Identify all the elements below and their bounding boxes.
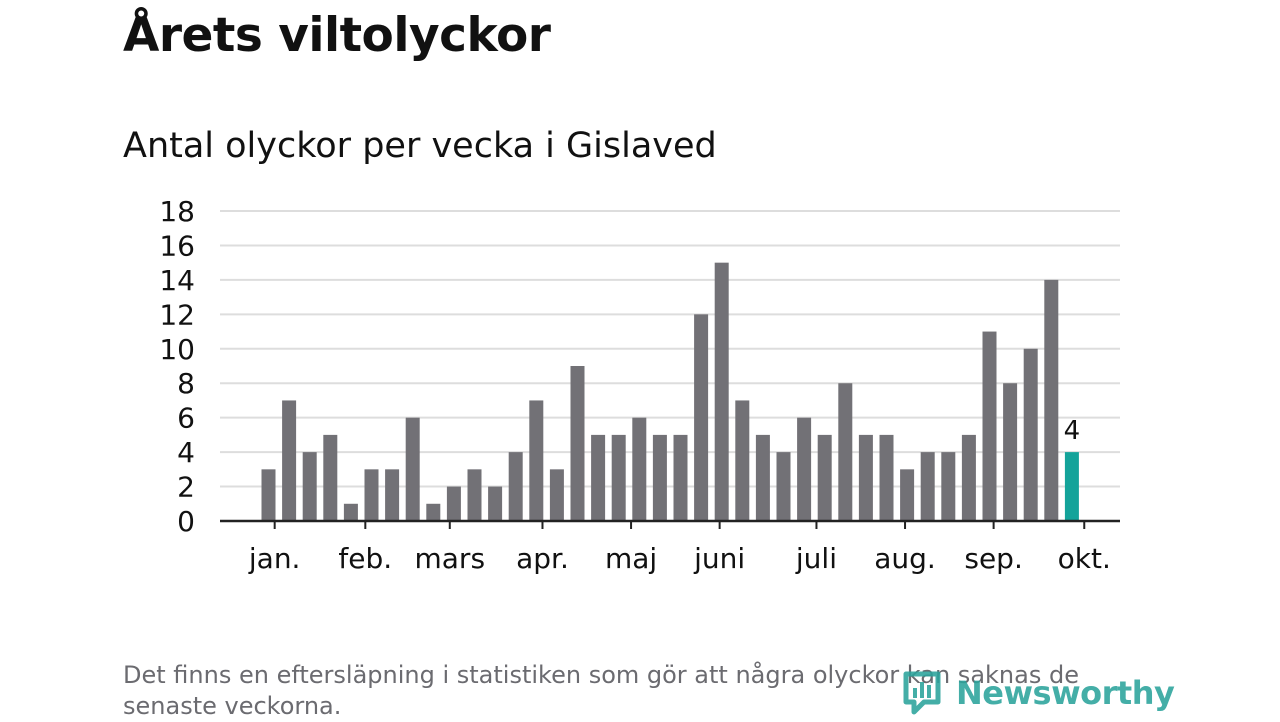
x-tick-label: maj bbox=[605, 542, 657, 575]
bar bbox=[941, 452, 956, 521]
bar bbox=[364, 469, 379, 521]
bar bbox=[879, 434, 894, 521]
bar bbox=[1044, 279, 1059, 521]
bar bbox=[529, 400, 544, 521]
bar bbox=[755, 434, 770, 521]
bar bbox=[261, 469, 276, 521]
bar bbox=[817, 434, 832, 521]
bar bbox=[488, 486, 503, 521]
bar bbox=[673, 434, 688, 521]
bar bbox=[776, 452, 791, 521]
bar bbox=[591, 434, 606, 521]
newsworthy-logo: Newsworthy bbox=[902, 670, 1175, 716]
bar bbox=[570, 366, 585, 521]
x-tick-label: juni bbox=[693, 542, 745, 575]
bar bbox=[323, 434, 338, 521]
chart-title: Årets viltolyckor bbox=[123, 8, 551, 63]
y-tick-label: 2 bbox=[177, 471, 195, 504]
bar bbox=[385, 469, 400, 521]
bar bbox=[858, 434, 873, 521]
bar bbox=[961, 434, 976, 521]
y-tick-label: 12 bbox=[159, 298, 195, 331]
x-tick-label: sep. bbox=[964, 542, 1023, 575]
bar bbox=[920, 452, 935, 521]
bar bbox=[714, 262, 729, 521]
bar bbox=[508, 452, 523, 521]
bar bbox=[446, 486, 461, 521]
x-tick-label: mars bbox=[415, 542, 486, 575]
x-tick-label: jan. bbox=[248, 542, 301, 575]
bar bbox=[426, 503, 441, 521]
bar bbox=[1003, 383, 1018, 521]
bar bbox=[652, 434, 667, 521]
bar bbox=[632, 417, 647, 521]
y-tick-label: 18 bbox=[159, 195, 195, 228]
y-tick-label: 0 bbox=[177, 505, 195, 538]
newsworthy-logo-text: Newsworthy bbox=[956, 674, 1175, 712]
bar bbox=[405, 417, 420, 521]
y-tick-label: 8 bbox=[177, 367, 195, 400]
bar bbox=[282, 400, 297, 521]
bar bbox=[302, 452, 317, 521]
bar bbox=[467, 469, 482, 521]
y-tick-label: 14 bbox=[159, 264, 195, 297]
x-tick-label: juli bbox=[795, 542, 837, 575]
y-tick-label: 4 bbox=[177, 436, 195, 469]
x-tick-label: apr. bbox=[516, 542, 569, 575]
x-tick-label: feb. bbox=[338, 542, 392, 575]
highlight-data-label: 4 bbox=[1064, 416, 1081, 446]
bar bbox=[982, 331, 997, 521]
x-tick-label: okt. bbox=[1058, 542, 1111, 575]
bar bbox=[611, 434, 626, 521]
bar bbox=[1023, 348, 1038, 521]
bar bbox=[735, 400, 750, 521]
bar bbox=[838, 383, 853, 521]
bar-highlight bbox=[1064, 452, 1079, 521]
y-tick-label: 10 bbox=[159, 333, 195, 366]
y-tick-label: 6 bbox=[177, 402, 195, 435]
y-tick-label: 16 bbox=[159, 229, 195, 262]
x-tick-label: aug. bbox=[874, 542, 936, 575]
bar bbox=[343, 503, 358, 521]
bar bbox=[549, 469, 564, 521]
bar bbox=[900, 469, 915, 521]
bar bbox=[797, 417, 812, 521]
newsworthy-logo-icon bbox=[903, 671, 941, 715]
chart-subtitle: Antal olyckor per vecka i Gislaved bbox=[123, 126, 717, 166]
bar bbox=[694, 314, 709, 521]
